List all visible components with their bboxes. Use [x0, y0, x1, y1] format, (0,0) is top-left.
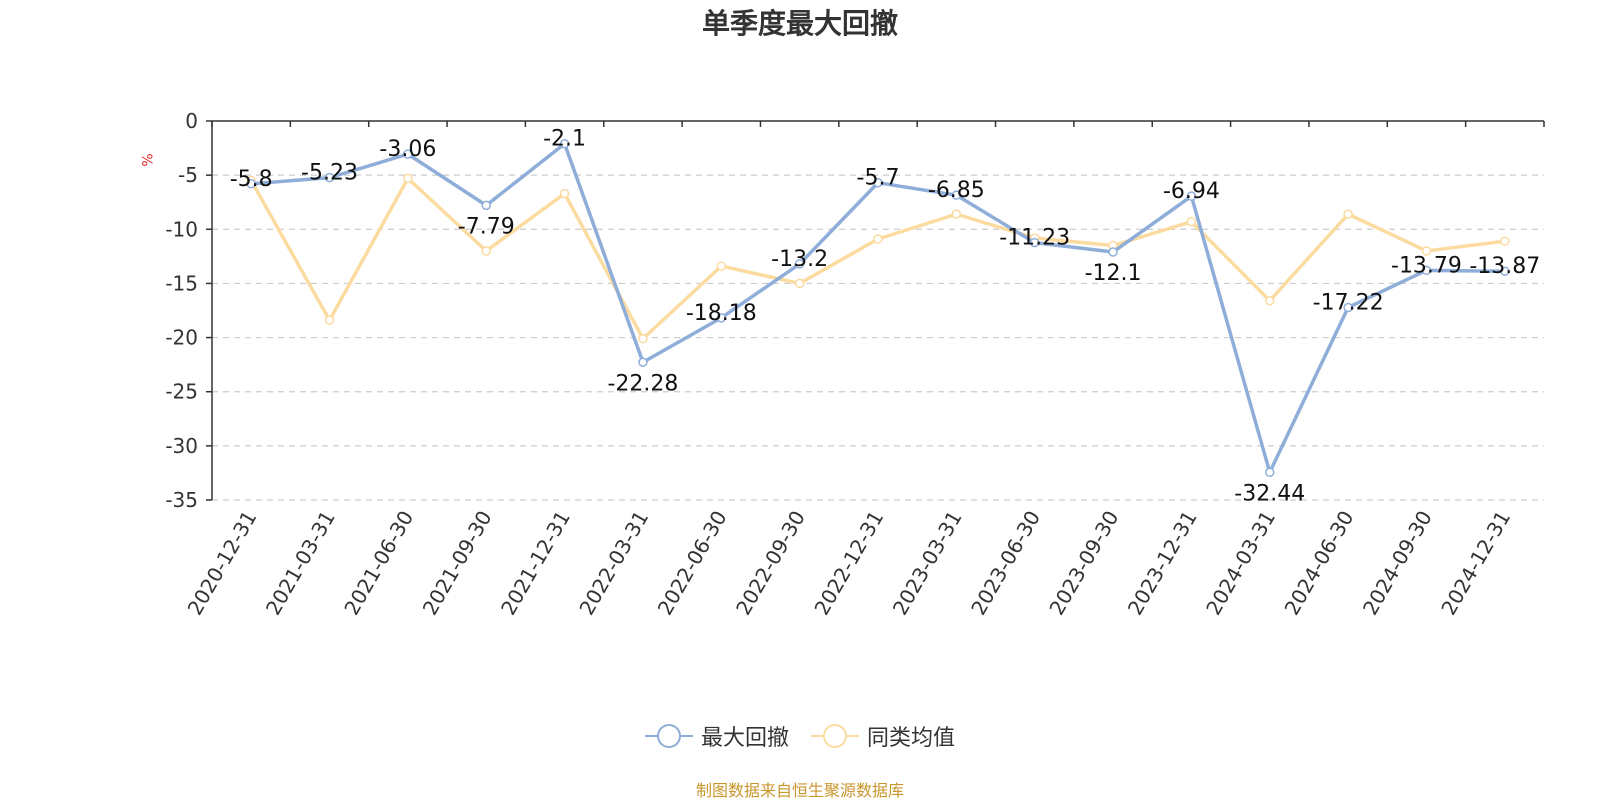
x-tick-label: 2021-03-31	[261, 507, 340, 620]
y-tick-label: 0	[185, 109, 198, 133]
data-point	[1029, 237, 1040, 248]
data-point	[1265, 296, 1275, 306]
data-label: -7.79	[458, 214, 515, 239]
data-label: -6.85	[928, 178, 985, 203]
data-point	[716, 313, 727, 323]
data-label: -2.1	[543, 127, 586, 152]
legend-marker	[656, 724, 681, 748]
data-label: -5.23	[301, 161, 358, 186]
grid-lines	[212, 174, 1544, 501]
source-note: 制图数据来自恒生聚源数据库	[695, 781, 904, 800]
data-point	[951, 209, 962, 219]
x-tick-label: 2022-12-31	[809, 507, 888, 620]
legend-label: 同类均值	[867, 726, 956, 751]
data-point	[246, 179, 256, 189]
x-tick-label: 2020-12-31	[183, 507, 262, 620]
data-point	[1186, 216, 1197, 227]
x-tick-label: 2024-03-31	[1201, 507, 1280, 620]
x-tick-label: 2023-03-31	[888, 507, 967, 620]
data-point	[403, 173, 413, 184]
data-point	[1500, 236, 1510, 246]
data-point	[403, 149, 413, 159]
data-point	[1500, 266, 1510, 276]
data-point	[716, 261, 727, 271]
data-point	[1343, 209, 1353, 219]
data-point	[1421, 246, 1432, 256]
x-tick-label: 2024-12-31	[1436, 507, 1515, 620]
legend-swatch	[644, 723, 693, 749]
data-point	[559, 138, 570, 149]
y-tick-label: -15	[165, 271, 198, 295]
legend-marker	[823, 724, 847, 748]
data-point	[1108, 247, 1118, 257]
data-point	[559, 188, 570, 199]
data-label: -6.94	[1163, 179, 1220, 204]
data-label: -12.1	[1085, 261, 1142, 286]
y-tick-label: -5	[178, 163, 198, 187]
x-tick-label: 2024-09-30	[1358, 507, 1437, 620]
x-tick-label: 2021-09-30	[418, 507, 497, 620]
x-tick-label: 2023-06-30	[966, 507, 1045, 620]
data-label: -5.8	[230, 167, 273, 192]
data-label: -32.44	[1234, 481, 1305, 506]
legend-item[interactable]: 最大回撤	[644, 720, 789, 752]
data-label: -11.23	[999, 226, 1070, 251]
data-point	[481, 246, 491, 256]
x-tick-label: 2022-03-31	[574, 507, 653, 620]
y-axis-unit-label: %	[140, 153, 157, 167]
x-tick-label: 2024-06-30	[1280, 507, 1359, 620]
y-tick-label: -10	[165, 217, 198, 241]
chart-title: 单季度最大回撤	[701, 7, 898, 40]
data-label: -22.28	[607, 371, 678, 396]
data-label: -5.7	[857, 166, 900, 191]
legend-swatch	[811, 723, 859, 749]
data-point	[1265, 467, 1275, 478]
data-label: -13.79	[1391, 253, 1462, 278]
data-label: -13.2	[771, 247, 828, 272]
x-tick-label: 2021-12-31	[496, 507, 575, 620]
data-labels: -5.8 -5.23 -3.06 -7.79 -2.1 -22.28 -18.18 -13.2…	[230, 127, 1541, 507]
data-point	[951, 190, 962, 200]
data-point	[1421, 265, 1432, 276]
data-point	[324, 315, 335, 325]
legend-label: 最大回撤	[700, 726, 789, 751]
x-tick-label: 2023-12-31	[1123, 507, 1202, 620]
data-label: -13.87	[1469, 254, 1540, 279]
y-tick-label: -30	[165, 434, 198, 458]
y-tick-label: -35	[165, 488, 198, 512]
data-point	[324, 172, 335, 183]
data-point	[638, 357, 648, 368]
legend: 最大回撤 同类均值	[0, 720, 1600, 752]
series-lines	[246, 138, 1510, 478]
y-tick-label: -25	[165, 380, 198, 404]
data-point	[1343, 302, 1353, 313]
data-point	[481, 200, 491, 211]
data-label: -17.22	[1313, 290, 1384, 315]
x-tick-label: 2021-06-30	[339, 506, 418, 619]
data-point	[1186, 191, 1197, 201]
data-label: -18.18	[686, 301, 757, 326]
x-tick-label: 2023-09-30	[1044, 507, 1123, 620]
data-point	[638, 333, 648, 344]
x-tick-label: 2022-09-30	[731, 507, 810, 620]
data-point	[794, 259, 805, 269]
data-label: -3.06	[379, 137, 436, 162]
data-point	[794, 278, 805, 289]
legend-item[interactable]: 同类均值	[811, 720, 955, 752]
data-point	[873, 234, 883, 244]
data-point	[873, 177, 883, 188]
x-tick-label: 2022-06-30	[653, 507, 732, 620]
y-tick-label: -20	[165, 326, 198, 350]
